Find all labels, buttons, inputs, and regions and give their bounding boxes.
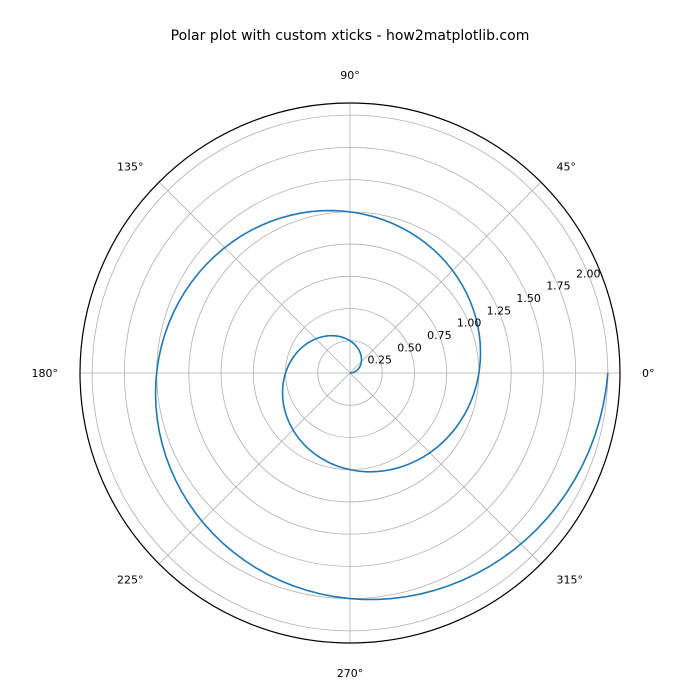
angle-tick-label: 135° — [117, 161, 144, 174]
angular-gridline — [159, 373, 350, 564]
angle-tick-label: 45° — [556, 161, 576, 174]
radial-tick-label: 1.00 — [457, 317, 482, 330]
chart-container: Polar plot with custom xticks - how2matp… — [0, 0, 700, 700]
radial-tick-label: 1.75 — [546, 280, 571, 293]
radial-tick-label: 2.00 — [576, 267, 601, 280]
radial-tick-label: 0.75 — [427, 329, 452, 342]
angle-tick-label: 90° — [340, 69, 360, 82]
angular-gridline — [350, 373, 541, 564]
radial-tick-label: 0.50 — [397, 341, 422, 354]
radial-tick-label: 1.50 — [516, 292, 541, 305]
angle-tick-label: 270° — [337, 667, 364, 680]
angle-tick-label: 225° — [117, 573, 144, 586]
polar-plot: 0° 45° 90° 135° 180° 225° 270° 315° 0.25 0.50 0.75… — [0, 0, 700, 700]
angular-gridline — [350, 182, 541, 373]
angle-tick-label: 180° — [32, 367, 59, 380]
angle-tick-label: 0° — [642, 367, 655, 380]
radial-tick-label: 1.25 — [487, 304, 512, 317]
angle-tick-label: 315° — [556, 573, 583, 586]
radial-tick-label: 0.25 — [368, 354, 393, 367]
